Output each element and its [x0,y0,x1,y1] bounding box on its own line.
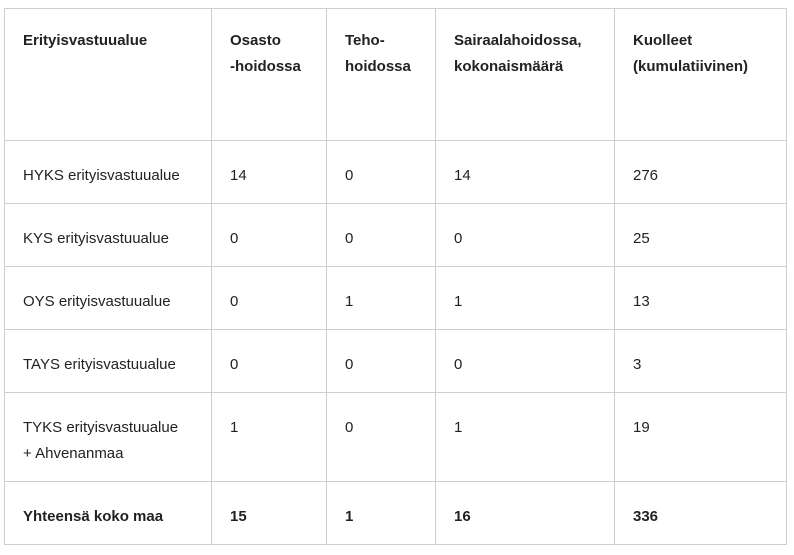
table-row: KYS erityisvastuualue 0 0 0 25 [4,203,787,267]
cell-ward-care: 0 [211,266,327,330]
cell-deaths-cumulative: 3 [614,329,787,393]
table-row: TYKS erityisvastuualue + Ahvenanmaa 1 0 1 19 [4,392,787,482]
cell-deaths-cumulative: 336 [614,481,787,545]
cell-hospital-total: 1 [435,392,615,482]
cell-ward-care: 0 [211,203,327,267]
cell-ward-care: 15 [211,481,327,545]
header-intensive-care: Teho- hoidossa [326,8,436,141]
cell-deaths-cumulative: 13 [614,266,787,330]
table-row: TAYS erityisvastuualue 0 0 0 3 [4,329,787,393]
cell-hospital-total: 1 [435,266,615,330]
header-hospital-total: Sairaalahoidossa, kokonaismäärä [435,8,615,141]
cell-region: TYKS erityisvastuualue + Ahvenanmaa [4,392,212,482]
header-row: Erityisvastuualue Osasto -hoidossa Teho- h… [4,8,787,141]
cell-intensive-care: 0 [326,329,436,393]
cell-deaths-cumulative: 19 [614,392,787,482]
cell-region: TAYS erityisvastuualue [4,329,212,393]
cell-hospital-total: 0 [435,203,615,267]
hospital-care-table: Erityisvastuualue Osasto -hoidossa Teho- h… [4,8,787,545]
cell-region: KYS erityisvastuualue [4,203,212,267]
header-ward-care: Osasto -hoidossa [211,8,327,141]
cell-intensive-care: 0 [326,140,436,204]
cell-region: Yhteensä koko maa [4,481,212,545]
cell-intensive-care: 0 [326,203,436,267]
header-deaths-cumulative: Kuolleet (kumulatiivinen) [614,8,787,141]
cell-intensive-care: 1 [326,266,436,330]
table-row: HYKS erityisvastuualue 14 0 14 276 [4,140,787,204]
cell-hospital-total: 16 [435,481,615,545]
cell-intensive-care: 0 [326,392,436,482]
cell-region: OYS erityisvastuualue [4,266,212,330]
cell-deaths-cumulative: 25 [614,203,787,267]
cell-ward-care: 0 [211,329,327,393]
table-row: OYS erityisvastuualue 0 1 1 13 [4,266,787,330]
cell-ward-care: 1 [211,392,327,482]
total-row: Yhteensä koko maa 15 1 16 336 [4,481,787,545]
header-region: Erityisvastuualue [4,8,212,141]
cell-hospital-total: 14 [435,140,615,204]
cell-hospital-total: 0 [435,329,615,393]
cell-deaths-cumulative: 276 [614,140,787,204]
cell-intensive-care: 1 [326,481,436,545]
cell-region: HYKS erityisvastuualue [4,140,212,204]
cell-ward-care: 14 [211,140,327,204]
